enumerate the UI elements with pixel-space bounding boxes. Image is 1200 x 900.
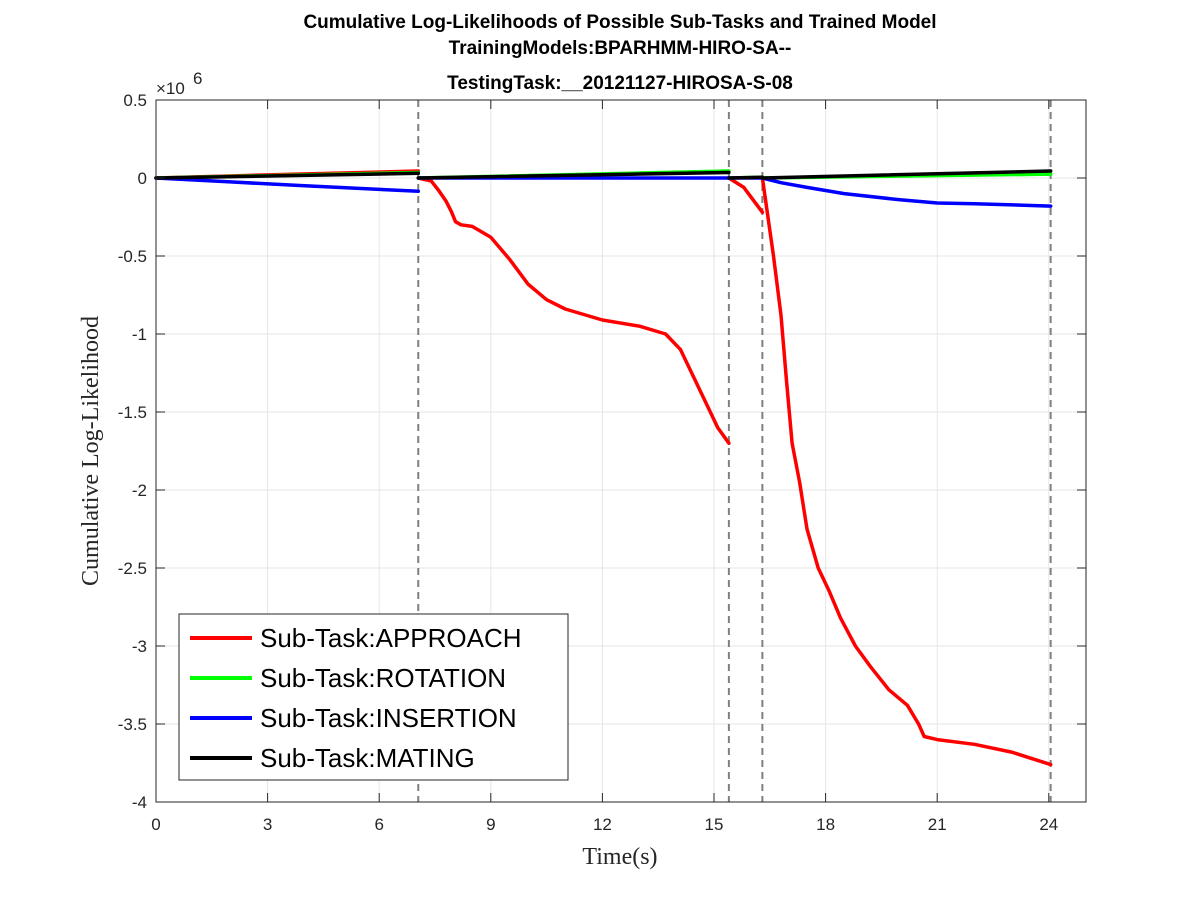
y-tick-label: 0.5 — [123, 91, 147, 110]
chart-title-line-1: Cumulative Log-Likelihoods of Possible S… — [303, 12, 936, 33]
y-exponent-power: 6 — [193, 69, 202, 88]
series-approach-line — [760, 176, 1053, 767]
series-approach-line — [727, 176, 765, 215]
y-tick-label: -3.5 — [118, 715, 147, 734]
y-tick-label: 0 — [138, 169, 147, 188]
ticks: 0 3 6 9 12 15 18 21 24 0.5 0 -0.5 -1 -1.5 -2 -2.5 -3 -3.5… — [118, 91, 1086, 834]
legend-mating-label: Sub-Task:MATING — [260, 743, 475, 773]
legend-box — [178, 613, 569, 781]
series-lines — [154, 169, 1053, 767]
x-axis-label: Time(s) — [582, 844, 657, 870]
x-tick-label: 12 — [593, 815, 612, 834]
y-tick-label: -4 — [132, 793, 147, 812]
y-axis-label: Cumulative Log-Likelihood — [78, 316, 104, 586]
series-mating-line — [760, 169, 1053, 180]
x-tick-label: 18 — [816, 815, 835, 834]
series-insertion-line — [154, 176, 421, 194]
legend-insertion-label: Sub-Task:INSERTION — [260, 703, 517, 733]
legend-approach-label: Sub-Task:APPROACH — [260, 623, 522, 653]
x-tick-label: 15 — [705, 815, 724, 834]
y-tick-label: -2.5 — [118, 559, 147, 578]
series-mating-line — [416, 170, 731, 180]
series-approach-line — [416, 176, 731, 445]
legend-rotation-label: Sub-Task:ROTATION — [260, 663, 506, 693]
y-tick-label: -0.5 — [118, 247, 147, 266]
plot-frame — [155, 99, 1087, 803]
chart-title-line-2: TrainingModels:BPARHMM-HIRO-SA-- — [449, 38, 792, 59]
chart-title-line-3: TestingTask:__20121127-HIROSA-S-08 — [447, 73, 793, 94]
segment-dividers — [417, 100, 1052, 802]
x-tick-label: 21 — [928, 815, 947, 834]
series-mating-line — [154, 171, 421, 180]
series-mating-line — [727, 175, 765, 180]
x-tick-label: 3 — [263, 815, 272, 834]
y-tick-label: -1.5 — [118, 403, 147, 422]
legend: Sub-Task:APPROACH Sub-Task:ROTATION Sub-Ta… — [178, 613, 569, 781]
grid — [155, 99, 1086, 803]
x-tick-label: 9 — [486, 815, 495, 834]
series-insertion-line — [760, 176, 1053, 208]
x-tick-label: 6 — [374, 815, 383, 834]
y-exponent-base: ×10 — [156, 79, 185, 98]
y-tick-label: -1 — [132, 325, 147, 344]
x-tick-label: 24 — [1039, 815, 1058, 834]
y-tick-label: -3 — [132, 637, 147, 656]
x-tick-label: 0 — [151, 815, 160, 834]
y-tick-label: -2 — [132, 481, 147, 500]
